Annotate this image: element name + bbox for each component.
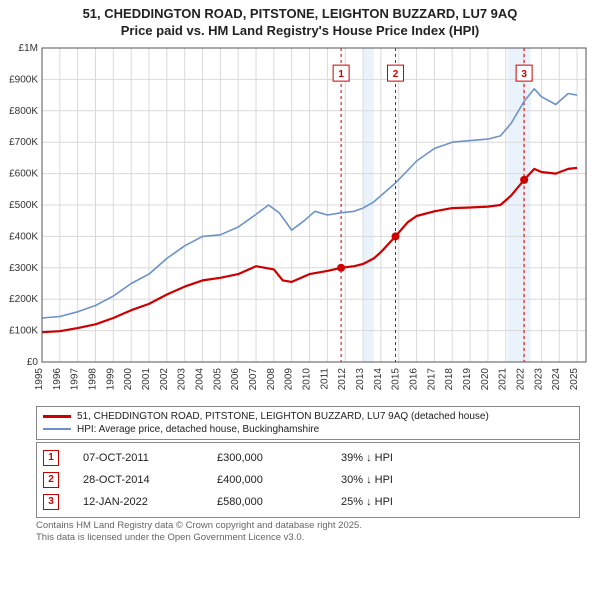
svg-text:1997: 1997 [70,367,81,390]
svg-text:2025: 2025 [569,367,580,390]
svg-text:£600K: £600K [9,168,38,179]
svg-text:2001: 2001 [141,367,152,390]
svg-text:2003: 2003 [177,367,188,390]
svg-text:2006: 2006 [230,367,241,390]
svg-text:1999: 1999 [105,367,116,390]
legend-swatch-2 [43,428,71,430]
svg-text:2009: 2009 [284,367,295,390]
svg-text:£0: £0 [27,357,39,368]
svg-text:2007: 2007 [248,367,259,390]
chart-title: 51, CHEDDINGTON ROAD, PITSTONE, LEIGHTON… [0,0,600,42]
svg-text:2012: 2012 [337,367,348,390]
event-date-3: 12-JAN-2022 [83,496,193,508]
svg-text:3: 3 [521,69,527,80]
event-price-3: £580,000 [217,496,317,508]
price-chart-svg: £0 £100K £200K £300K £400K £500K £600K £700K £80… [0,42,600,402]
credit-line-1: Contains HM Land Registry data © Crown c… [36,520,580,532]
legend-label-2: HPI: Average price, detached house, Buck… [77,424,319,435]
svg-text:2010: 2010 [302,367,313,390]
title-line-1: 51, CHEDDINGTON ROAD, PITSTONE, LEIGHTON… [4,6,596,23]
event-price-2: £400,000 [217,474,317,486]
legend-row-hpi: HPI: Average price, detached house, Buck… [43,423,573,436]
event-row: 3 12-JAN-2022 £580,000 25% ↓ HPI [43,491,573,513]
svg-text:2019: 2019 [462,367,473,390]
event-delta-3: 25% ↓ HPI [341,496,451,508]
svg-text:1998: 1998 [88,367,99,390]
credit-line-2: This data is licensed under the Open Gov… [36,532,580,544]
svg-text:2004: 2004 [195,367,206,390]
svg-text:2013: 2013 [355,367,366,390]
svg-text:2016: 2016 [409,367,420,390]
legend-label-1: 51, CHEDDINGTON ROAD, PITSTONE, LEIGHTON… [77,411,489,422]
event-row: 2 28-OCT-2014 £400,000 30% ↓ HPI [43,469,573,491]
event-row: 1 07-OCT-2011 £300,000 39% ↓ HPI [43,447,573,469]
event-price-1: £300,000 [217,452,317,464]
svg-text:2008: 2008 [266,367,277,390]
title-line-2: Price paid vs. HM Land Registry's House … [4,23,596,40]
svg-text:2020: 2020 [480,367,491,390]
svg-text:2015: 2015 [391,367,402,390]
events-table: 1 07-OCT-2011 £300,000 39% ↓ HPI 2 28-OC… [36,442,580,518]
event-marker-3: 3 [43,494,59,510]
chart-area: £0 £100K £200K £300K £400K £500K £600K £700K £80… [0,42,600,402]
svg-text:£300K: £300K [9,263,38,274]
legend-row-price-paid: 51, CHEDDINGTON ROAD, PITSTONE, LEIGHTON… [43,410,573,423]
svg-text:2014: 2014 [373,367,384,390]
svg-text:2018: 2018 [444,367,455,390]
event-delta-1: 39% ↓ HPI [341,452,451,464]
event-marker-2: 2 [43,472,59,488]
event-date-2: 28-OCT-2014 [83,474,193,486]
svg-text:2011: 2011 [319,367,330,389]
svg-text:1996: 1996 [52,367,63,390]
svg-text:2: 2 [393,69,399,80]
svg-text:1: 1 [338,69,344,80]
event-date-1: 07-OCT-2011 [83,452,193,464]
legend-swatch-1 [43,415,71,418]
event-delta-2: 30% ↓ HPI [341,474,451,486]
svg-text:£400K: £400K [9,231,38,242]
svg-text:2000: 2000 [123,367,134,390]
event-marker-1: 1 [43,450,59,466]
svg-text:£700K: £700K [9,137,38,148]
svg-text:2022: 2022 [516,367,527,390]
attribution: Contains HM Land Registry data © Crown c… [36,520,580,545]
svg-text:£200K: £200K [9,294,38,305]
svg-text:2021: 2021 [498,367,509,390]
svg-text:£900K: £900K [9,74,38,85]
svg-text:2023: 2023 [533,367,544,390]
svg-text:2002: 2002 [159,367,170,390]
svg-text:2024: 2024 [551,367,562,390]
svg-text:£500K: £500K [9,200,38,211]
svg-text:£100K: £100K [9,325,38,336]
svg-text:1995: 1995 [34,367,45,390]
svg-text:£800K: £800K [9,106,38,117]
svg-text:£1M: £1M [19,43,38,54]
svg-text:2005: 2005 [212,367,223,390]
svg-text:2017: 2017 [426,367,437,390]
legend: 51, CHEDDINGTON ROAD, PITSTONE, LEIGHTON… [36,406,580,440]
